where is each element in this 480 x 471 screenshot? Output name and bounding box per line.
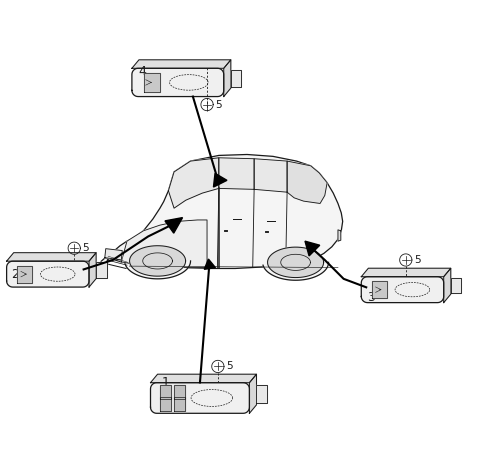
Polygon shape [96,262,107,278]
Polygon shape [130,246,186,276]
Text: 1: 1 [162,376,169,389]
Polygon shape [444,268,451,303]
Polygon shape [160,385,171,398]
Polygon shape [165,218,182,233]
Polygon shape [132,60,231,68]
Text: 5: 5 [215,99,222,110]
Polygon shape [7,252,96,261]
Polygon shape [372,281,387,298]
Polygon shape [338,230,341,241]
Polygon shape [254,159,287,192]
Polygon shape [132,68,224,97]
Text: 2: 2 [11,268,19,281]
Polygon shape [174,385,185,398]
Polygon shape [160,398,171,411]
Text: 5: 5 [82,243,89,253]
Polygon shape [174,398,185,411]
Polygon shape [168,158,219,208]
Polygon shape [224,60,231,97]
Polygon shape [101,154,343,276]
Polygon shape [214,173,227,187]
Polygon shape [231,70,241,87]
Polygon shape [151,374,256,382]
Polygon shape [121,220,207,268]
Polygon shape [361,276,444,303]
Polygon shape [263,262,328,280]
Polygon shape [204,259,216,269]
Polygon shape [151,382,250,414]
Polygon shape [219,158,254,189]
Polygon shape [256,384,267,403]
Polygon shape [144,73,160,92]
Text: 3: 3 [367,291,375,304]
Polygon shape [125,261,191,279]
Polygon shape [7,261,89,287]
Polygon shape [287,161,327,203]
Polygon shape [451,277,461,293]
Polygon shape [17,266,32,283]
Text: 5: 5 [414,255,420,265]
Text: 5: 5 [226,361,232,372]
Polygon shape [361,268,451,276]
Polygon shape [250,374,256,414]
Polygon shape [89,252,96,287]
Polygon shape [105,249,122,260]
Polygon shape [305,241,320,256]
Polygon shape [267,247,324,277]
Text: 4: 4 [139,65,146,78]
